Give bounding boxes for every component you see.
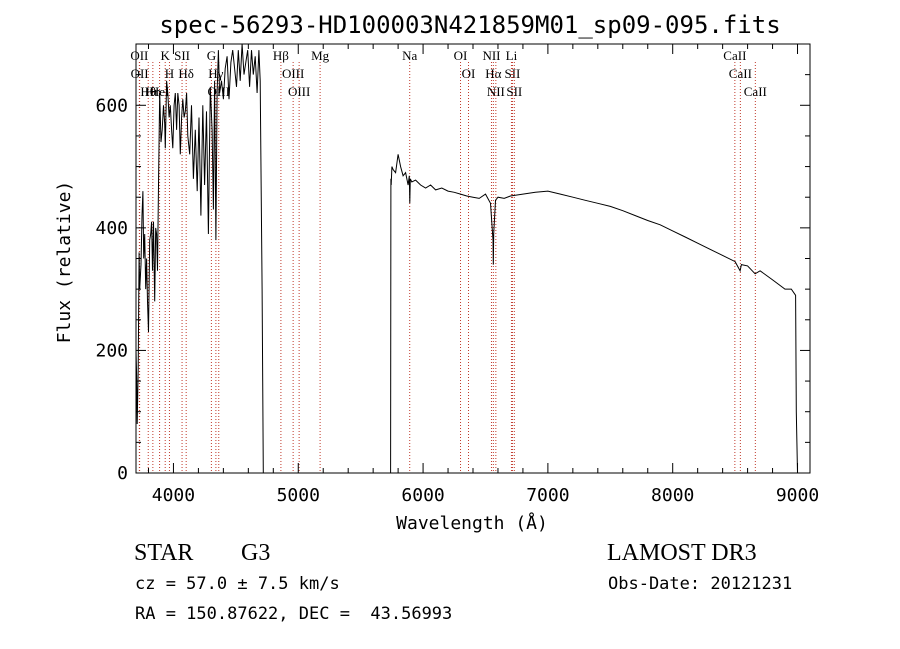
survey-name: LAMOST DR3 xyxy=(607,540,757,566)
spectral-line-label: NII xyxy=(482,48,500,63)
spectral-line-label: Hη xyxy=(145,84,161,99)
spectral-line-label: Hα xyxy=(485,66,501,81)
spectral-line-label: G xyxy=(207,48,216,63)
redshift-velocity: cz = 57.0 ± 7.5 km/s xyxy=(135,574,340,594)
spectral-line-label: Li xyxy=(506,48,518,63)
spectral-line-label: Mg xyxy=(311,48,330,63)
y-axis-label: Flux (relative) xyxy=(54,181,75,344)
spectral-line-label: OI xyxy=(454,48,468,63)
spectral-line-label: Na xyxy=(402,48,417,63)
spectral-line-label: H xyxy=(165,66,174,81)
chart-title: spec-56293-HD100003N421859M01_sp09-095.f… xyxy=(159,11,780,39)
axis-ticks: 4000 5000 6000 7000 8000 9000 0 200 400 600 xyxy=(95,43,819,506)
spectral-line-label: SII xyxy=(504,66,520,81)
x-tick-label: 8000 xyxy=(651,485,694,506)
spectral-line-label: OII xyxy=(131,66,149,81)
y-tick-label: 0 xyxy=(117,463,128,484)
spectral-line-label: OIII xyxy=(288,84,310,99)
coordinates: RA = 150.87622, DEC = 43.56993 xyxy=(135,604,453,624)
observation-date: Obs-Date: 20121231 xyxy=(608,574,793,594)
spectral-line-label: OI xyxy=(462,66,476,81)
flux-series-line xyxy=(135,43,798,474)
y-tick-label: 400 xyxy=(95,218,128,239)
spectral-line-label: SII xyxy=(506,84,522,99)
spectral-line-label: Hγ xyxy=(208,66,223,81)
x-tick-label: 7000 xyxy=(526,485,569,506)
y-tick-label: 600 xyxy=(95,95,128,116)
object-class: STAR xyxy=(134,540,194,566)
spectral-line-label: SII xyxy=(174,48,190,63)
spectral-line-label: K xyxy=(161,48,171,63)
spectral-line-label: HeI xyxy=(150,84,170,99)
spectral-line-label: CaII xyxy=(729,66,752,81)
x-tick-label: 5000 xyxy=(277,485,320,506)
x-tick-label: 9000 xyxy=(776,485,819,506)
y-tick-label: 200 xyxy=(95,340,128,361)
spectral-line-label: NII xyxy=(487,84,505,99)
spectral-line-label: OII xyxy=(130,48,148,63)
spectral-line-label: Hβ xyxy=(273,48,289,63)
spectral-line-label: CaII xyxy=(744,84,767,99)
plot-frame xyxy=(135,43,811,474)
x-tick-label: 6000 xyxy=(401,485,444,506)
x-tick-label: 4000 xyxy=(152,485,195,506)
spectral-subclass: G3 xyxy=(241,540,271,566)
spectrum-chart: spec-56293-HD100003N421859M01_sp09-095.f… xyxy=(54,11,819,534)
x-axis-label: Wavelength (Å) xyxy=(396,512,548,534)
spectral-line-label: Hδ xyxy=(178,66,194,81)
spectral-line-label: OIII xyxy=(282,66,304,81)
spectral-line-label: CaII xyxy=(723,48,746,63)
spectral-line-label: Hθ xyxy=(140,84,156,99)
